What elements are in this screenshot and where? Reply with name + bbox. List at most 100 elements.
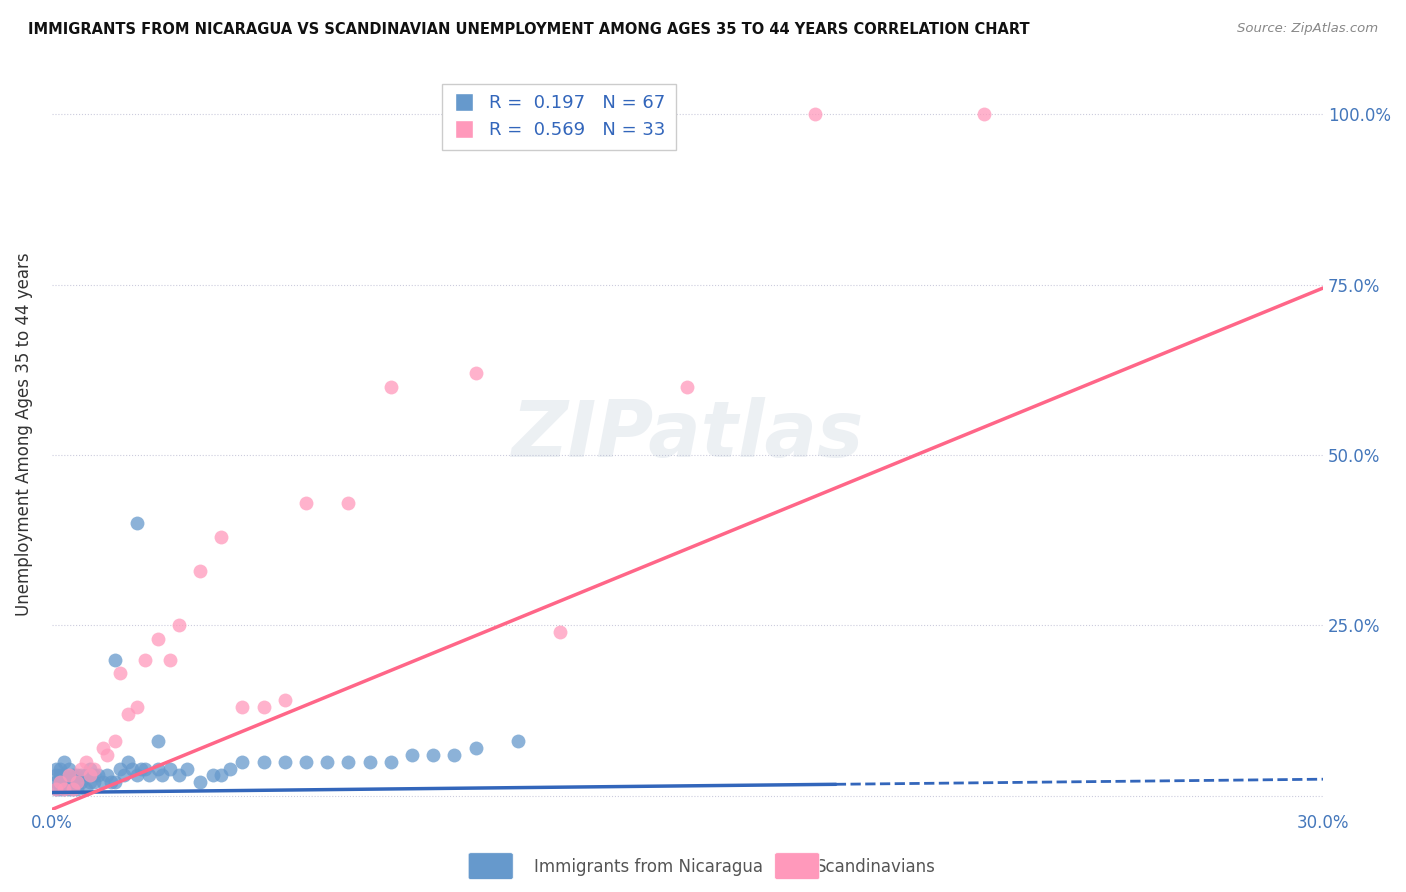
Point (337, 496, 360, 510)
Text: IMMIGRANTS FROM NICARAGUA VS SCANDINAVIAN UNEMPLOYMENT AMONG AGES 35 TO 44 YEARS: IMMIGRANTS FROM NICARAGUA VS SCANDINAVIA… (28, 22, 1029, 37)
Point (58, 782, 80, 797)
Point (159, 652, 181, 666)
Point (803, 107, 825, 121)
Point (253, 755, 276, 769)
Point (87, 768, 110, 782)
Point (91, 775, 114, 789)
Point (167, 768, 190, 782)
Point (112, 768, 135, 782)
Text: Immigrants from Nicaragua: Immigrants from Nicaragua (534, 858, 763, 876)
Point (121, 762, 143, 776)
Point (91, 741, 114, 756)
Point (66, 768, 89, 782)
Point (231, 700, 253, 714)
Point (129, 762, 152, 776)
Point (62, 782, 84, 797)
Point (464, 366, 486, 380)
Point (83, 775, 105, 789)
Point (49, 775, 72, 789)
Point (53, 782, 76, 797)
Point (146, 632, 169, 646)
Point (337, 755, 360, 769)
Point (62, 782, 84, 797)
Point (295, 496, 318, 510)
Point (104, 734, 127, 748)
Point (70, 768, 93, 782)
Point (96, 768, 118, 782)
Point (209, 768, 232, 782)
Point (253, 700, 276, 714)
Point (117, 755, 139, 769)
Point (218, 762, 240, 776)
Point (108, 666, 131, 681)
Point (53, 755, 76, 769)
Point (274, 755, 297, 769)
Point (676, 380, 699, 394)
Point (550, 625, 572, 640)
Text: Source: ZipAtlas.com: Source: ZipAtlas.com (1237, 22, 1378, 36)
Point (75, 782, 97, 797)
Point (138, 768, 160, 782)
Point (274, 693, 297, 707)
Point (66, 775, 89, 789)
Point (66, 775, 89, 789)
Point (125, 700, 148, 714)
Point (79, 775, 101, 789)
Point (295, 755, 318, 769)
Point (209, 530, 232, 544)
Y-axis label: Unemployment Among Ages 35 to 44 years: Unemployment Among Ages 35 to 44 years (15, 252, 32, 616)
Point (125, 768, 148, 782)
Point (380, 755, 402, 769)
Point (66, 782, 89, 797)
Point (45, 762, 67, 776)
Point (49, 775, 72, 789)
Point (167, 618, 190, 632)
Point (464, 741, 486, 756)
Point (83, 768, 105, 782)
Point (79, 762, 101, 776)
Point (146, 762, 169, 776)
Point (134, 762, 156, 776)
Point (100, 775, 122, 789)
Point (53, 775, 76, 789)
Point (49, 782, 72, 797)
Point (150, 768, 173, 782)
Point (62, 775, 84, 789)
Point (58, 775, 80, 789)
Point (134, 652, 156, 666)
Point (176, 762, 198, 776)
Point (45, 775, 67, 789)
Point (188, 775, 211, 789)
Point (62, 768, 84, 782)
Point (49, 762, 72, 776)
Point (422, 747, 444, 762)
Legend: R =  0.197   N = 67, R =  0.569   N = 33: R = 0.197 N = 67, R = 0.569 N = 33 (443, 84, 676, 151)
Point (188, 564, 211, 578)
Point (117, 707, 139, 722)
Point (70, 775, 93, 789)
Point (45, 768, 67, 782)
Point (53, 782, 76, 797)
Point (125, 516, 148, 531)
Point (96, 747, 118, 762)
Point (443, 747, 465, 762)
Point (973, 107, 995, 121)
Point (49, 768, 72, 782)
Point (506, 734, 529, 748)
Point (79, 768, 101, 782)
Point (45, 782, 67, 797)
Point (380, 380, 402, 394)
Point (201, 768, 224, 782)
Text: ZIPatlas: ZIPatlas (512, 397, 863, 473)
Point (70, 762, 93, 776)
Point (58, 762, 80, 776)
Point (53, 768, 76, 782)
Point (58, 768, 80, 782)
Point (231, 755, 253, 769)
Point (104, 652, 127, 666)
Point (316, 755, 339, 769)
Point (45, 782, 67, 797)
Point (83, 762, 105, 776)
Point (359, 755, 381, 769)
Point (108, 762, 131, 776)
